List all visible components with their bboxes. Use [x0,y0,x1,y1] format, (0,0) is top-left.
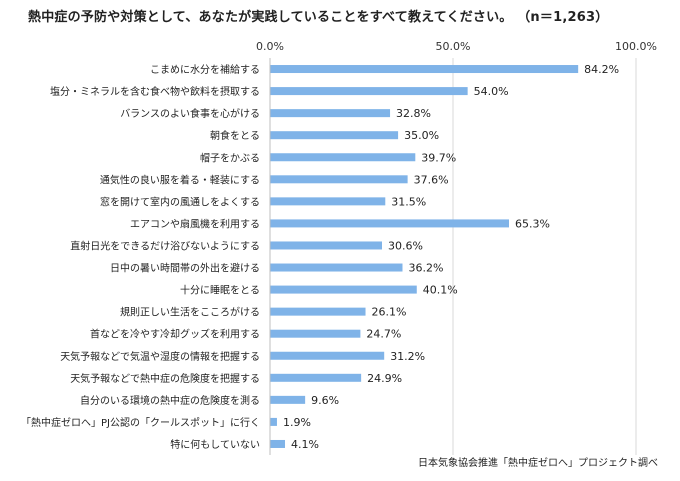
category-label: 十分に睡眠をとる [180,284,260,297]
data-label: 65.3% [515,217,550,230]
category-label: こまめに水分を補給する [150,63,260,76]
data-label: 9.6% [311,394,339,407]
category-label: 直射日光をできるだけ浴びないようにする [70,239,260,252]
data-label: 4.1% [291,438,319,451]
x-tick-label: 100.0% [615,40,657,53]
category-label: 通気性の良い服を着る・軽装にする [100,173,260,186]
bar [270,131,399,140]
data-label: 26.1% [372,306,407,319]
bar [270,197,386,206]
data-label: 39.7% [421,151,456,164]
category-label: 「熱中症ゼロへ」PJ公認の「クールスポット」に行く [21,416,260,429]
category-label: 塩分・ミネラルを含む食べ物や飲料を摂取する [50,85,260,98]
chart-title: 熱中症の予防や対策として、あなたが実践していることをすべて教えてください。 （n… [28,10,609,25]
bar [270,395,306,404]
category-label: 自分のいる環境の熱中症の危険度を測る [80,394,260,407]
data-label: 31.2% [390,350,425,363]
bar [270,219,509,228]
category-label: 首などを冷やす冷却グッズを利用する [90,328,260,341]
category-label: 窓を開けて室内の風通しをよくする [100,195,260,208]
bar [270,87,468,96]
data-label: 30.6% [388,239,423,252]
bar [270,65,579,74]
data-label: 40.1% [423,284,458,297]
data-label: 36.2% [408,262,443,275]
bar [270,175,408,184]
bar [270,439,286,448]
x-tick-label: 50.0% [436,40,471,53]
bar [270,307,366,316]
category-label: 朝食をとる [210,129,260,142]
data-label: 54.0% [474,85,509,98]
data-label: 35.0% [404,129,439,142]
bar [270,263,403,272]
category-label: 天気予報などで熱中症の危険度を把握する [70,372,260,385]
data-label: 1.9% [283,416,311,429]
source-note: 日本気象協会推進「熱中症ゼロへ」プロジェクト調べ [418,458,658,469]
data-label: 24.7% [366,328,401,341]
bar [270,109,391,118]
category-label: 特に何もしていない [170,438,260,451]
bar [270,153,416,162]
bar [270,373,362,382]
category-label: バランスのよい食事を心がける [120,107,260,120]
category-label: 日中の暑い時間帯の外出を避ける [110,262,260,275]
bar [270,285,417,294]
bar [270,351,385,360]
data-label: 32.8% [396,107,431,120]
data-label: 84.2% [584,63,619,76]
bar [270,329,361,338]
bar [270,417,277,426]
category-label: 天気予報などで気温や湿度の情報を把握する [60,350,260,363]
bar [270,241,382,250]
category-label: 規則正しい生活をこころがける [120,306,260,319]
data-label: 37.6% [414,173,449,186]
category-label: エアコンや扇風機を利用する [130,217,260,230]
category-label: 帽子をかぶる [200,151,260,164]
data-label: 31.5% [391,195,426,208]
data-label: 24.9% [367,372,402,385]
x-tick-label: 0.0% [256,40,284,53]
